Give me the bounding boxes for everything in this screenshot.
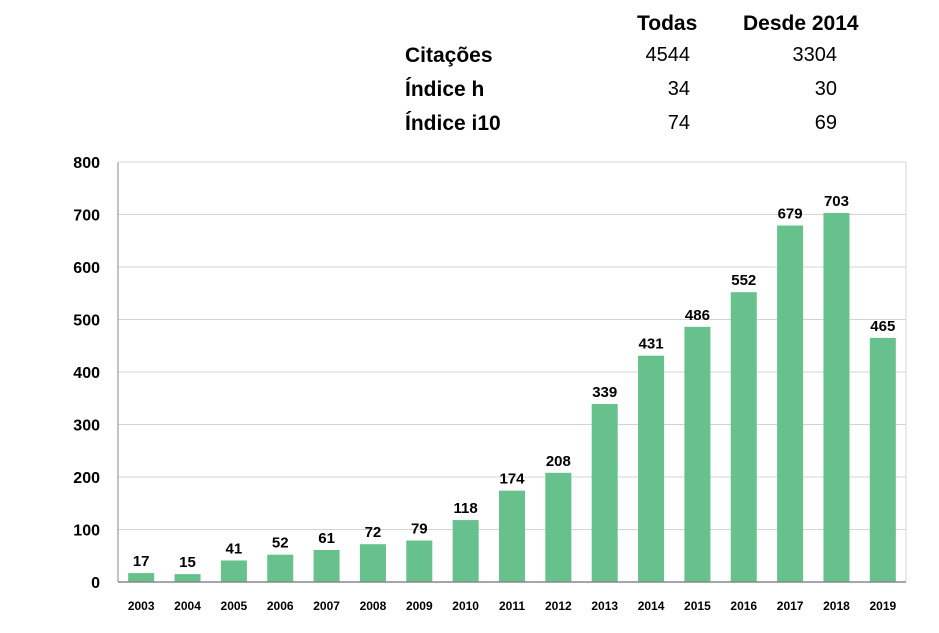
x-tick-label: 2003 bbox=[128, 599, 155, 613]
x-tick-label: 2013 bbox=[591, 599, 618, 613]
bar bbox=[313, 549, 340, 582]
i10-index-since-value: 69 bbox=[814, 112, 837, 134]
data-label: 174 bbox=[499, 471, 525, 488]
bar bbox=[220, 560, 247, 582]
x-tick-label: 2019 bbox=[869, 599, 896, 613]
data-label: 61 bbox=[318, 530, 335, 547]
y-tick-label: 600 bbox=[73, 260, 100, 277]
column-header-all: Todas bbox=[637, 12, 698, 35]
bar bbox=[591, 404, 618, 582]
h-index-since-value: 30 bbox=[814, 78, 837, 100]
x-tick-label: 2015 bbox=[684, 599, 711, 613]
data-label: 431 bbox=[639, 336, 664, 353]
x-tick-label: 2017 bbox=[777, 599, 804, 613]
bar bbox=[267, 554, 294, 582]
citations-chart: 0 100 200 300 400 500 600 700 800 17 2003 15 2004 41 2… bbox=[0, 150, 939, 628]
column-header-since: Desde 2014 bbox=[743, 12, 859, 35]
data-label: 41 bbox=[226, 540, 243, 557]
y-tick-label: 500 bbox=[73, 313, 100, 330]
x-tick-label: 2016 bbox=[730, 599, 757, 613]
x-tick-label: 2008 bbox=[360, 599, 387, 613]
bar bbox=[499, 490, 525, 582]
data-label: 679 bbox=[778, 206, 803, 223]
x-tick-label: 2012 bbox=[545, 599, 572, 613]
data-label: 17 bbox=[133, 553, 150, 570]
data-label: 339 bbox=[592, 384, 617, 401]
data-label: 208 bbox=[546, 453, 571, 470]
x-tick-label: 2007 bbox=[313, 599, 340, 613]
data-label: 486 bbox=[685, 307, 710, 324]
x-tick-label: 2011 bbox=[499, 599, 525, 613]
citations-all-value: 4544 bbox=[645, 44, 691, 66]
y-tick-label: 200 bbox=[73, 470, 100, 487]
h-index-all-value: 34 bbox=[667, 78, 690, 100]
y-tick-label: 800 bbox=[73, 155, 100, 172]
bar bbox=[545, 472, 572, 582]
bar bbox=[128, 573, 155, 582]
data-label: 703 bbox=[824, 193, 849, 210]
y-tick-label: 700 bbox=[73, 208, 100, 225]
row-label-i10-index: Índice i10 bbox=[405, 112, 501, 135]
row-label-h-index: Índice h bbox=[405, 78, 485, 101]
data-label: 465 bbox=[870, 318, 895, 335]
y-tick-label: 400 bbox=[73, 365, 100, 382]
row-label-citations: Citações bbox=[405, 44, 493, 67]
bar bbox=[684, 326, 711, 582]
bar bbox=[869, 337, 896, 582]
bar bbox=[174, 574, 201, 582]
data-label: 52 bbox=[272, 535, 289, 552]
data-label: 79 bbox=[411, 521, 428, 538]
citations-bar-chart: 0 100 200 300 400 500 600 700 800 17 2003 15 2004 41 2… bbox=[73, 155, 907, 613]
data-label: 72 bbox=[365, 524, 382, 541]
x-tick-label: 2006 bbox=[267, 599, 294, 613]
x-tick-label: 2010 bbox=[452, 599, 479, 613]
data-label: 118 bbox=[454, 500, 478, 517]
data-label: 552 bbox=[731, 272, 756, 289]
y-tick-label: 0 bbox=[91, 575, 100, 592]
y-tick-label: 100 bbox=[73, 523, 100, 540]
data-label: 15 bbox=[179, 554, 196, 571]
bar bbox=[823, 212, 850, 583]
x-tick-label: 2014 bbox=[638, 599, 665, 613]
bar bbox=[730, 292, 757, 582]
bar bbox=[777, 225, 804, 582]
citation-stats-table: Todas Desde 2014 Citações 4544 3304 Índi… bbox=[0, 0, 939, 150]
x-tick-label: 2004 bbox=[174, 599, 201, 613]
i10-index-all-value: 74 bbox=[667, 112, 690, 134]
x-tick-label: 2018 bbox=[823, 599, 850, 613]
citations-since-value: 3304 bbox=[792, 44, 838, 66]
x-tick-label: 2009 bbox=[406, 599, 433, 613]
y-tick-label: 300 bbox=[73, 418, 100, 435]
x-tick-label: 2005 bbox=[221, 599, 248, 613]
bar bbox=[406, 540, 433, 582]
bar bbox=[452, 520, 479, 582]
bar bbox=[359, 544, 386, 582]
bar bbox=[638, 355, 665, 582]
